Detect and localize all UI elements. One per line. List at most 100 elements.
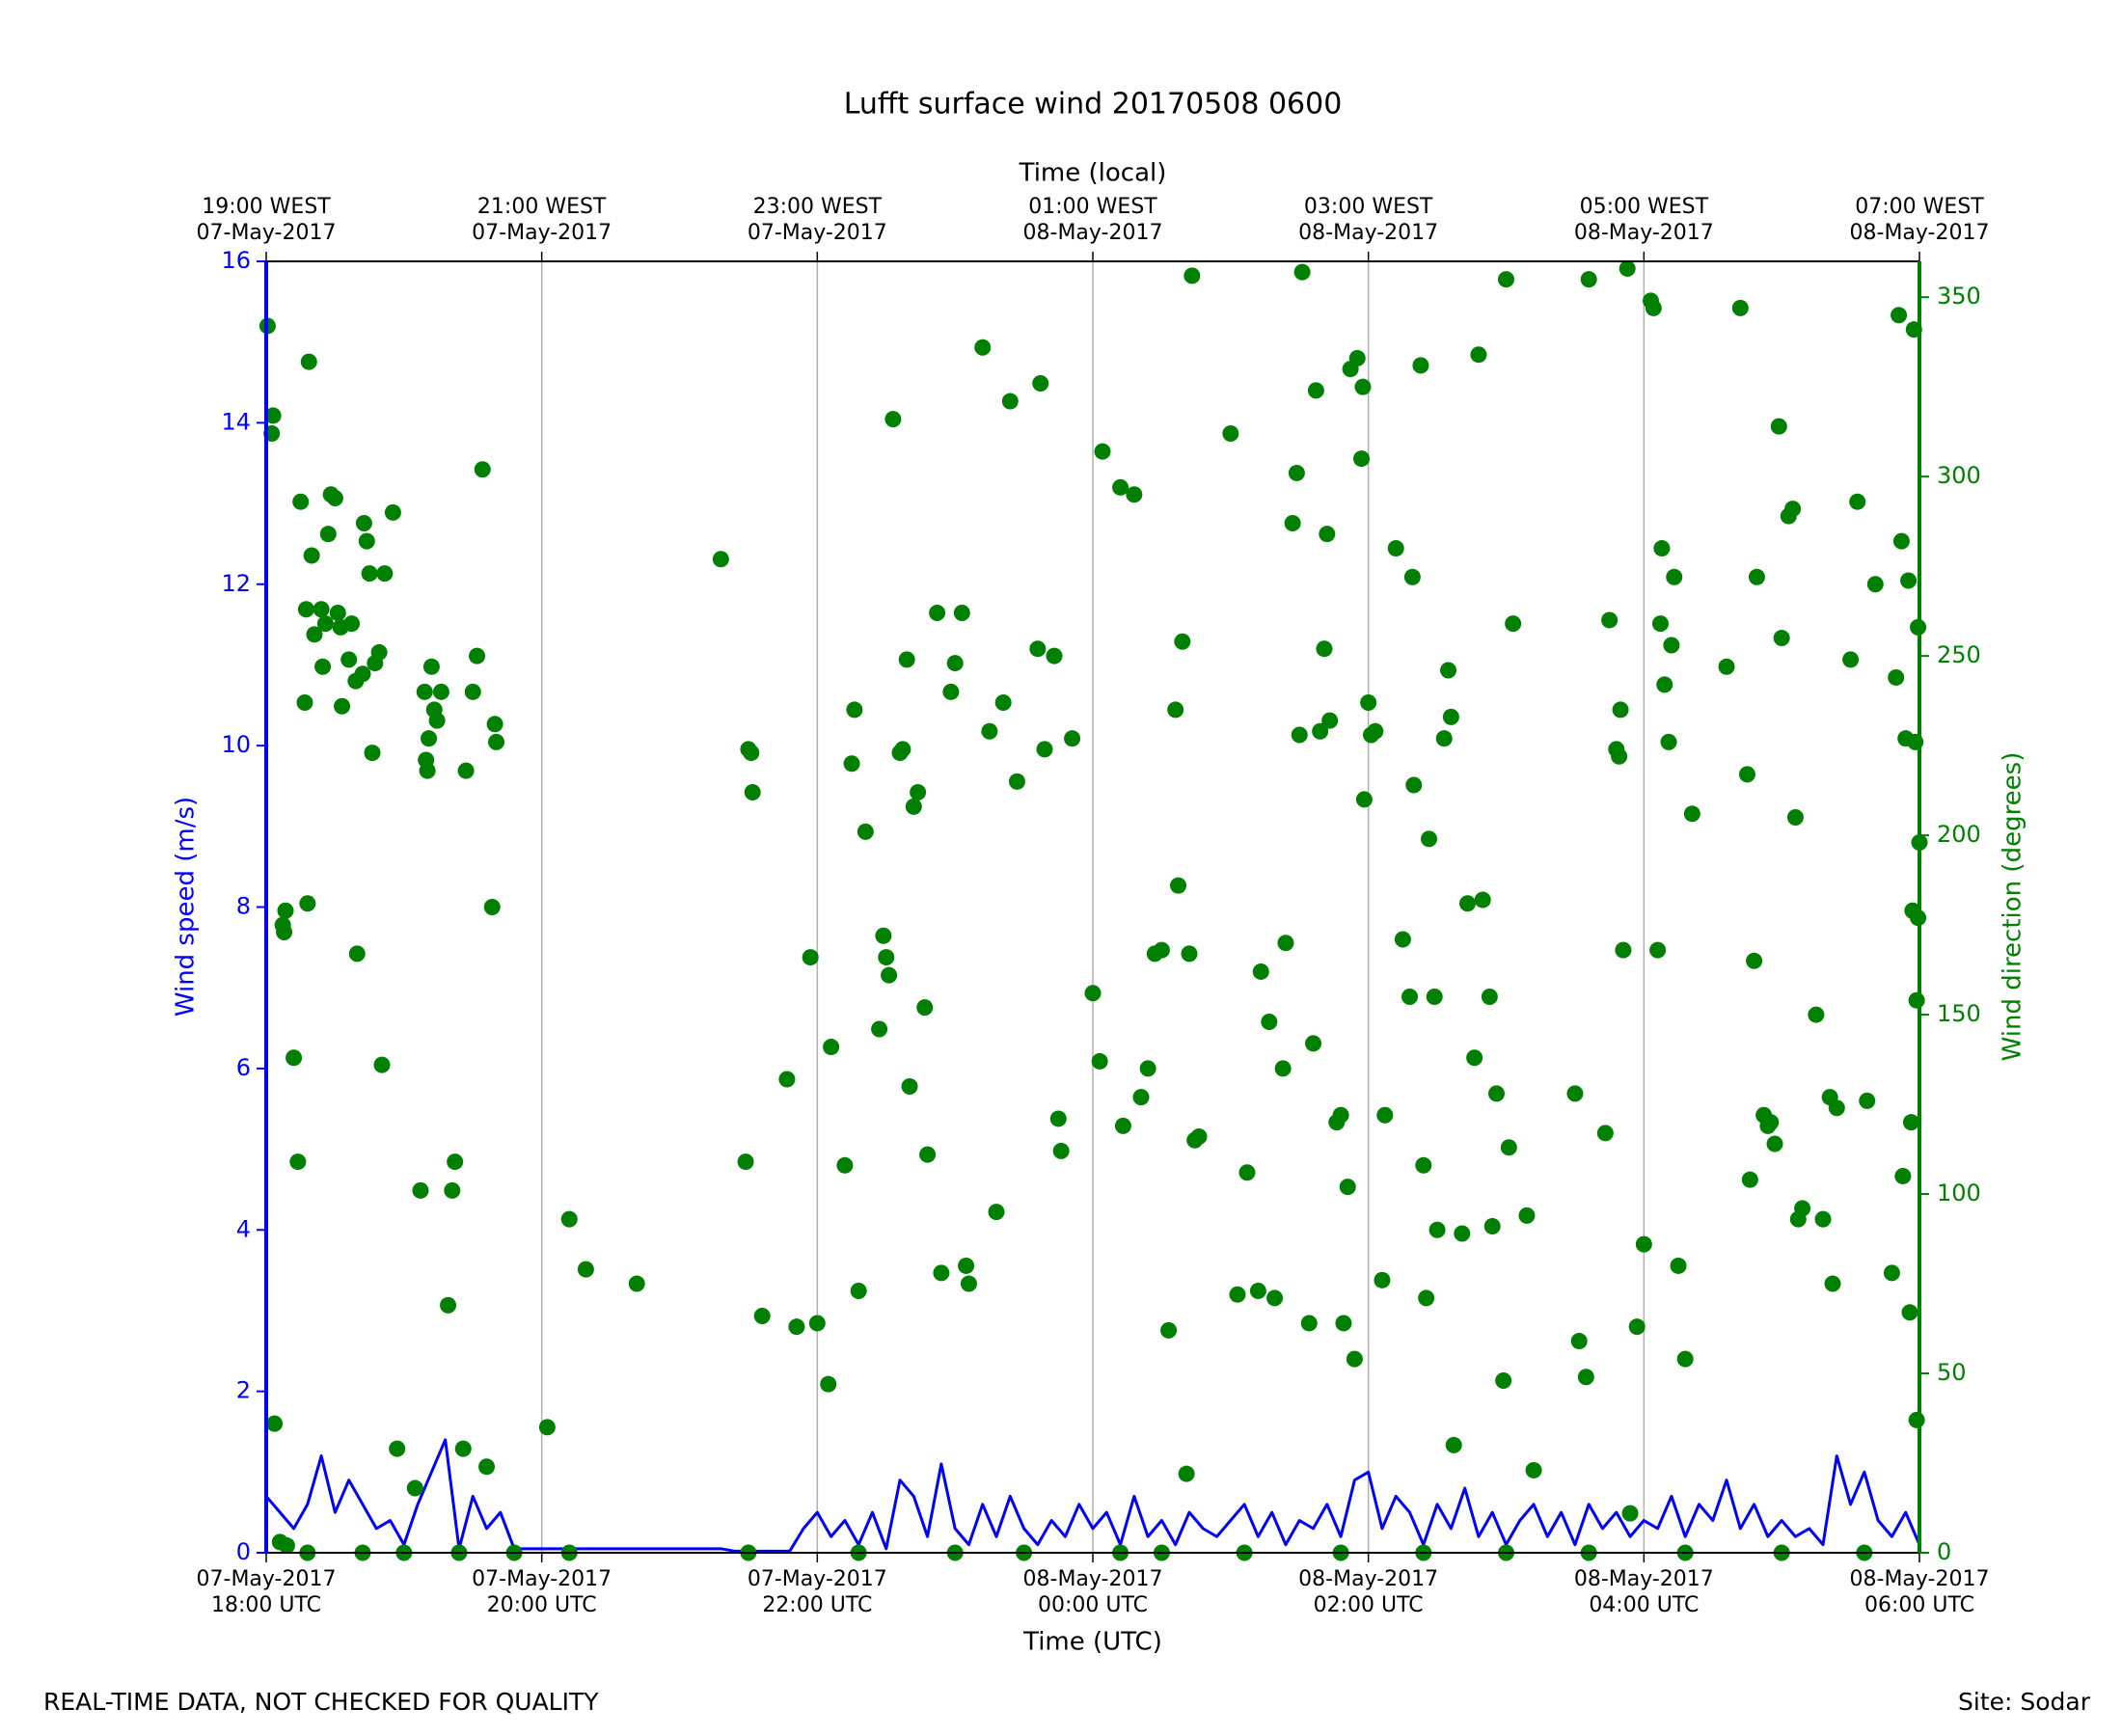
x2-tick-label: 03:00 WEST 08-May-2017 — [1298, 195, 1439, 245]
direction-point — [857, 823, 874, 840]
direction-point — [942, 683, 960, 700]
direction-point — [416, 683, 433, 700]
direction-point — [1601, 611, 1619, 629]
direction-point — [1505, 615, 1522, 633]
direction-point — [419, 762, 436, 779]
direction-point — [1470, 346, 1487, 364]
direction-point — [1770, 418, 1787, 435]
direction-point — [1261, 1014, 1278, 1031]
direction-point — [286, 1049, 303, 1067]
direction-point — [1645, 299, 1662, 316]
direction-point — [1300, 1315, 1318, 1332]
footer-note: REAL-TIME DATA, NOT CHECKED FOR QUALITY — [43, 1688, 599, 1716]
direction-point — [1428, 1221, 1446, 1238]
direction-point — [348, 945, 366, 963]
direction-point — [1252, 963, 1269, 980]
direction-point — [884, 411, 902, 428]
y-axis-title: Wind speed (m/s) — [172, 797, 201, 1017]
direction-point — [1676, 1350, 1694, 1368]
direction-point — [1160, 1321, 1178, 1339]
direction-point — [744, 783, 761, 800]
direction-point — [1305, 1035, 1322, 1052]
direction-point — [1495, 1371, 1512, 1389]
direction-point — [1346, 1350, 1363, 1368]
direction-point — [1405, 776, 1423, 794]
direction-point — [1660, 733, 1677, 750]
x2-axis-title: Time (local) — [1019, 159, 1167, 188]
direction-point — [422, 658, 440, 675]
direction-point — [1459, 895, 1477, 912]
direction-point — [1332, 1106, 1349, 1124]
direction-point — [1415, 1156, 1432, 1174]
direction-point — [988, 1204, 1005, 1221]
direction-point — [276, 924, 293, 941]
direction-point — [1883, 1264, 1900, 1282]
direction-point — [1481, 988, 1498, 1005]
direction-point — [1335, 1315, 1352, 1332]
direction-point — [292, 493, 310, 510]
y-tick-label: 10 — [221, 731, 251, 758]
direction-point — [1291, 726, 1308, 744]
direction-point — [1249, 1282, 1266, 1299]
direction-point — [1288, 464, 1305, 481]
direction-point — [343, 615, 361, 633]
direction-point — [1670, 1257, 1687, 1274]
direction-point — [981, 722, 998, 740]
y-tick-label: 2 — [236, 1377, 251, 1404]
direction-point — [1525, 1461, 1542, 1478]
direction-point — [898, 651, 915, 668]
direction-point — [300, 353, 317, 370]
direction-point — [1474, 891, 1491, 909]
direction-point — [1222, 425, 1239, 443]
direction-point — [1784, 501, 1802, 518]
direction-point — [1612, 701, 1629, 719]
direction-point — [1577, 1369, 1594, 1386]
direction-point — [289, 1153, 307, 1171]
direction-point — [1635, 1235, 1652, 1253]
direction-point — [1029, 640, 1047, 658]
direction-point — [264, 407, 282, 424]
direction-point — [1348, 349, 1366, 366]
y2-tick-label: 0 — [1937, 1538, 1951, 1565]
direction-point — [1046, 647, 1063, 665]
direction-point — [1892, 532, 1910, 550]
direction-point — [823, 1039, 840, 1056]
direction-point — [440, 1296, 457, 1314]
direction-point — [486, 716, 503, 733]
direction-point — [1653, 540, 1671, 557]
direction-point — [1894, 1167, 1912, 1184]
direction-point — [299, 895, 316, 912]
direction-point — [306, 626, 323, 643]
direction-point — [1466, 1049, 1483, 1067]
direction-point — [1866, 576, 1884, 593]
direction-point — [1091, 1052, 1108, 1070]
direction-point — [1615, 941, 1632, 959]
direction-point — [1656, 676, 1673, 693]
direction-point — [354, 665, 371, 683]
direction-point — [894, 741, 911, 758]
direction-point — [1498, 271, 1514, 288]
direction-point — [1153, 941, 1170, 959]
x-tick-label: 08-May-2017 04:00 UTC — [1573, 1567, 1714, 1617]
x2-tick-label: 23:00 WEST 07-May-2017 — [747, 195, 887, 245]
direction-point — [447, 1153, 464, 1171]
direction-point — [406, 1479, 423, 1497]
direction-point — [743, 745, 760, 762]
direction-point — [361, 565, 378, 583]
direction-point — [1387, 540, 1404, 557]
direction-point — [1049, 1110, 1067, 1127]
y-tick-label: 0 — [236, 1538, 251, 1565]
direction-point — [905, 798, 922, 815]
direction-point — [808, 1315, 826, 1332]
direction-point — [277, 902, 294, 919]
direction-point — [1445, 1436, 1462, 1453]
direction-point — [1454, 1225, 1471, 1242]
direction-point — [919, 1146, 937, 1163]
direction-point — [1628, 1318, 1646, 1336]
direction-point — [1307, 382, 1324, 399]
direction-point — [1084, 985, 1102, 1002]
direction-point — [881, 966, 898, 984]
direction-point — [296, 693, 313, 711]
x-tick-label: 08-May-2017 02:00 UTC — [1298, 1567, 1439, 1617]
